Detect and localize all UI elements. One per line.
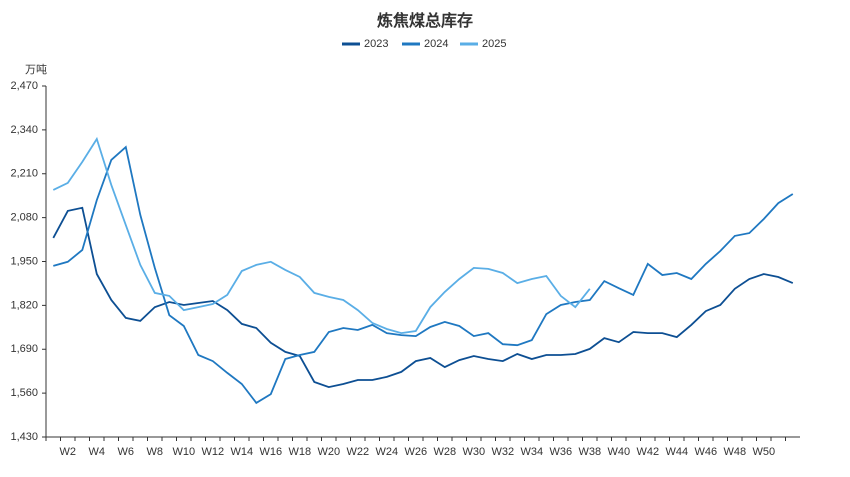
y-tick-label: 2,210 [10, 168, 38, 180]
x-tick-label: W10 [172, 446, 195, 458]
x-tick-label: W46 [694, 446, 717, 458]
x-tick-label: W28 [433, 446, 456, 458]
x-tick-label: W50 [752, 446, 775, 458]
x-tick-label: W38 [578, 446, 601, 458]
x-tick-label: W34 [520, 446, 543, 458]
y-tick-label: 1,560 [10, 387, 38, 399]
y-tick-label: 2,340 [10, 124, 38, 136]
x-tick-label: W14 [230, 446, 253, 458]
y-tick-label: 2,470 [10, 80, 38, 92]
x-tick-label: W32 [491, 446, 514, 458]
x-tick-label: W18 [288, 446, 311, 458]
x-tick-label: W2 [60, 446, 77, 458]
x-tick-label: W22 [346, 446, 369, 458]
x-tick-label: W42 [636, 446, 659, 458]
series-line [52, 136, 591, 335]
x-tick-label: W36 [549, 446, 572, 458]
y-tick-label: 2,080 [10, 212, 38, 224]
legend-label: 2024 [424, 38, 448, 50]
x-tick-label: W26 [404, 446, 427, 458]
x-tick-label: W20 [317, 446, 340, 458]
y-tick-label: 1,430 [10, 431, 38, 443]
x-tick-label: W40 [607, 446, 630, 458]
legend-label: 2025 [482, 38, 506, 50]
y-tick-label: 1,690 [10, 343, 38, 355]
y-tick-label: 1,950 [10, 255, 38, 267]
x-tick-label: W6 [118, 446, 135, 458]
x-tick-label: W8 [147, 446, 164, 458]
y-axis-label: 万吨 [25, 63, 47, 76]
series-line [53, 145, 794, 405]
x-tick-label: W48 [723, 446, 746, 458]
x-tick-label: W12 [201, 446, 224, 458]
legend-label: 2023 [364, 38, 388, 50]
x-tick-label: W24 [375, 446, 398, 458]
y-tick-label: 1,820 [10, 299, 38, 311]
chart-title: 炼焦煤总库存 [377, 11, 473, 30]
x-tick-label: W4 [89, 446, 106, 458]
x-tick-label: W30 [462, 446, 485, 458]
x-tick-label: W44 [665, 446, 688, 458]
x-tick-label: W16 [259, 446, 282, 458]
